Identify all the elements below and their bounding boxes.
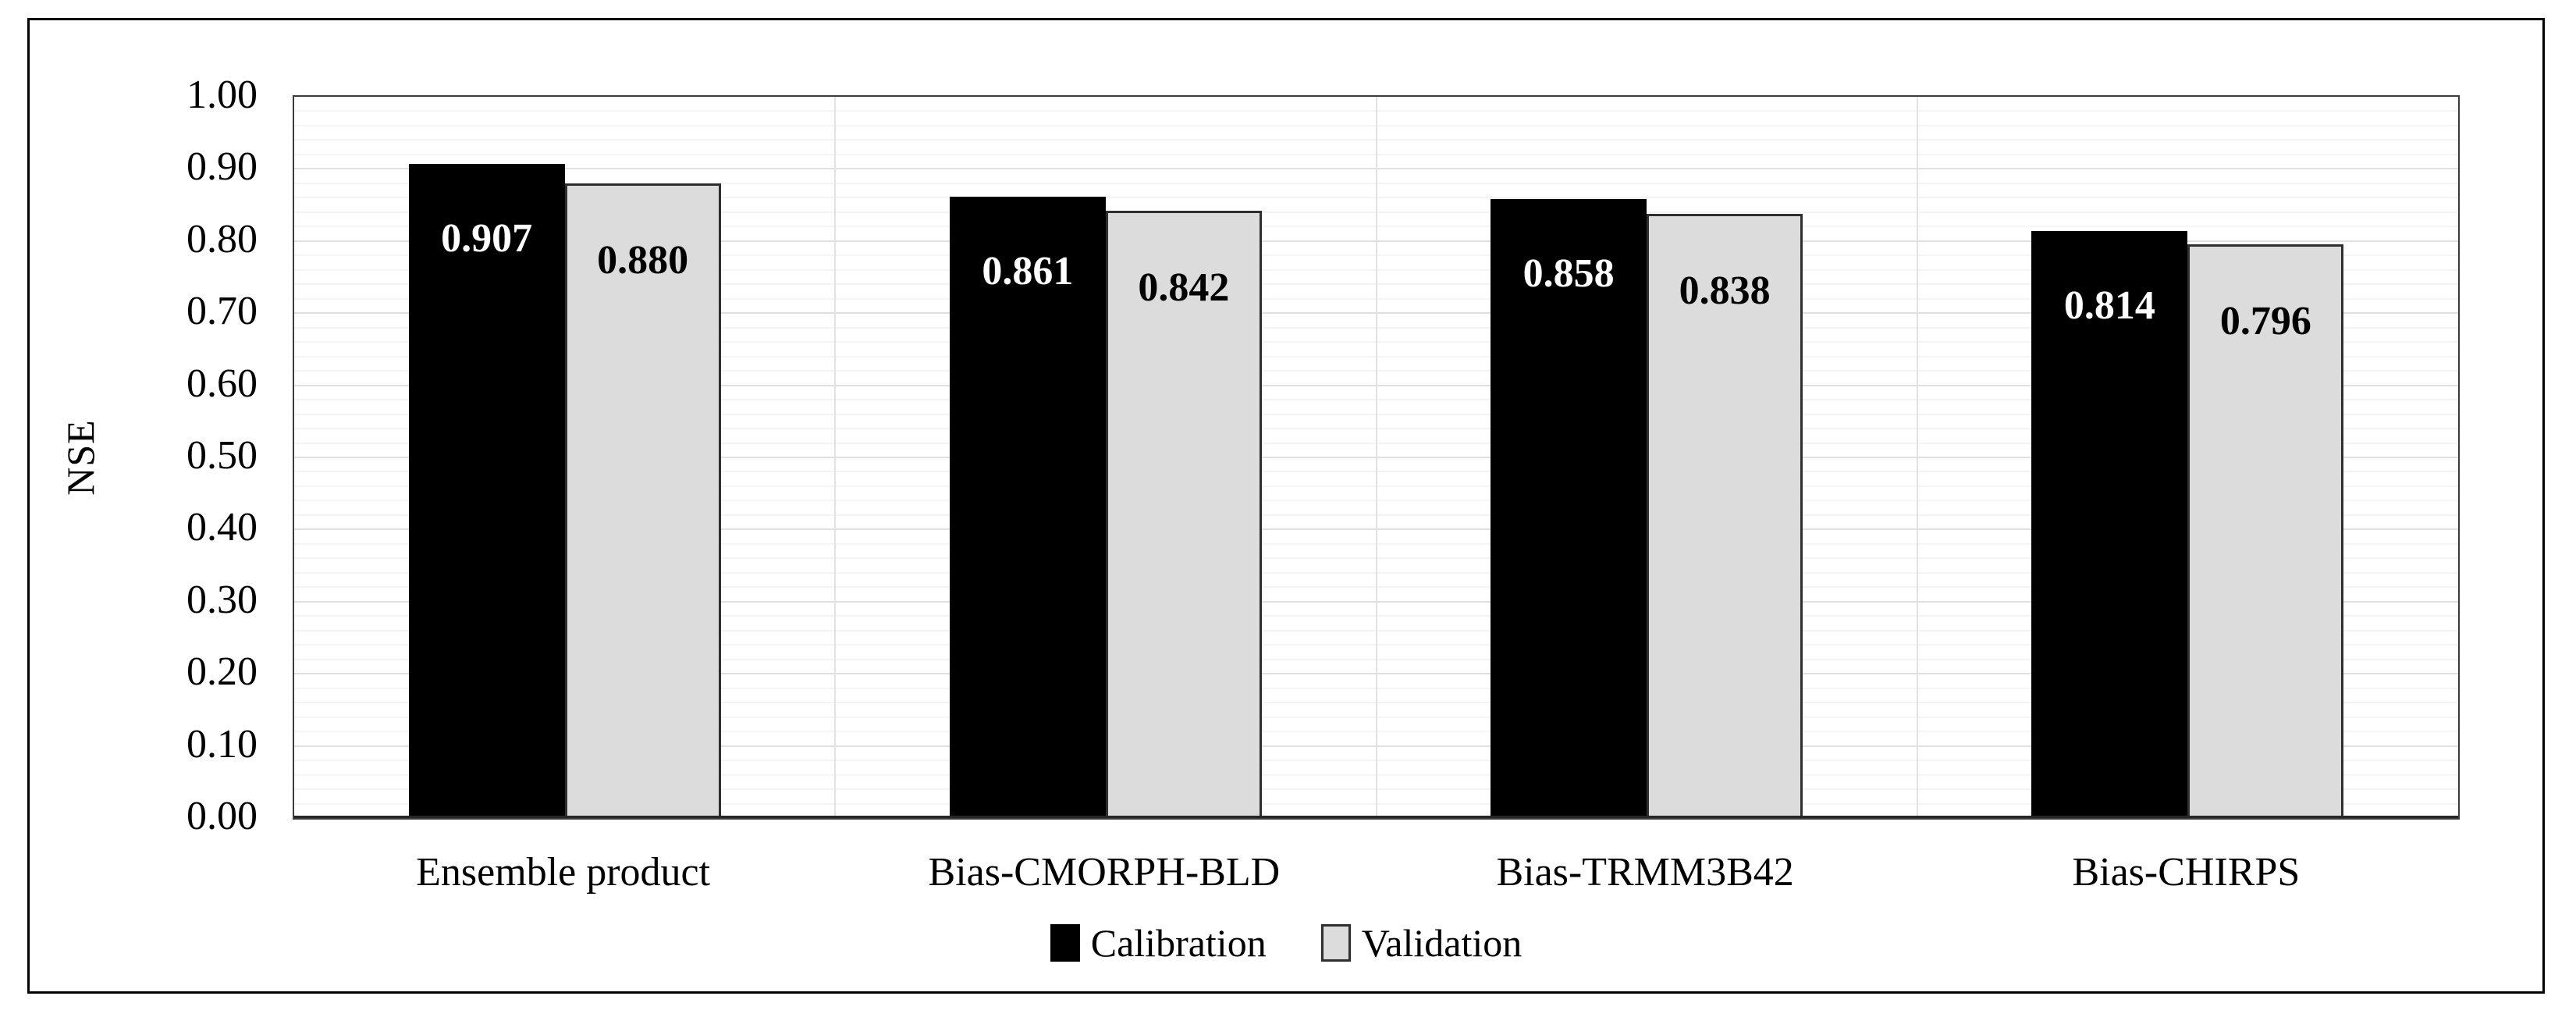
x-axis-line [294,816,2458,818]
legend-item-validation: Validation [1320,921,1523,965]
gridline-vertical [834,97,837,818]
y-axis-tick-labels: 0.00 0.10 0.20 0.30 0.40 0.50 0.60 0.70 0.80 0.90… [0,73,258,838]
y-tick-label: 0.60 [187,361,258,406]
bar-validation-ensemble-product: 0.880 [564,183,721,818]
gridline-vertical [1916,97,1918,818]
bar-calibration-bias-cmorph-bld: 0.861 [949,197,1106,818]
legend: Calibration Validation [27,923,2545,963]
x-category-label-bias-cmorph-bld: Bias-CMORPH-BLD [928,850,1281,895]
bar-validation-bias-trmm3b42: 0.838 [1647,213,1803,818]
bar-value-label: 0.861 [982,249,1074,294]
y-tick-label: 0.40 [187,505,258,550]
y-tick-label: 0.80 [187,216,258,261]
legend-item-calibration: Calibration [1050,923,1267,963]
bar-calibration-bias-chirps: 0.814 [2031,230,2188,818]
bar-value-label: 0.814 [2063,283,2155,328]
x-category-label-ensemble-product: Ensemble product [416,850,711,895]
legend-label: Validation [1361,921,1523,965]
legend-swatch-calibration [1050,924,1080,962]
bar-calibration-bias-trmm3b42: 0.858 [1491,199,1647,818]
y-tick-label: 0.20 [187,649,258,695]
gridline-vertical [1375,97,1377,818]
y-tick-label: 0.50 [187,433,258,478]
bar-validation-bias-chirps: 0.796 [2187,244,2344,818]
bar-value-label: 0.842 [1138,265,1230,310]
y-tick-label: 1.00 [187,73,258,117]
bar-value-label: 0.838 [1679,268,1771,313]
bar-value-label: 0.796 [2219,298,2311,343]
x-category-label-bias-chirps: Bias-CHIRPS [2072,850,2301,895]
y-tick-label: 0.10 [187,721,258,767]
plot-area: 0.907 0.880 0.861 0.842 0.858 0.838 0.814 0.796 [293,95,2460,820]
y-axis-title: NSE [59,419,102,496]
y-tick-label: 0.30 [187,577,258,622]
y-tick-label: 0.90 [187,144,258,190]
x-category-label-bias-trmm3b42: Bias-TRMM3B42 [1496,850,1794,895]
legend-swatch-validation [1320,924,1351,962]
y-tick-label: 0.70 [187,289,258,334]
legend-label: Calibration [1090,921,1267,965]
bar-validation-bias-cmorph-bld: 0.842 [1105,211,1262,818]
bar-calibration-ensemble-product: 0.907 [408,163,565,818]
y-tick-label: 0.00 [187,794,258,838]
bar-value-label: 0.880 [597,237,689,283]
bar-value-label: 0.907 [441,215,533,261]
bar-value-label: 0.858 [1523,251,1615,297]
